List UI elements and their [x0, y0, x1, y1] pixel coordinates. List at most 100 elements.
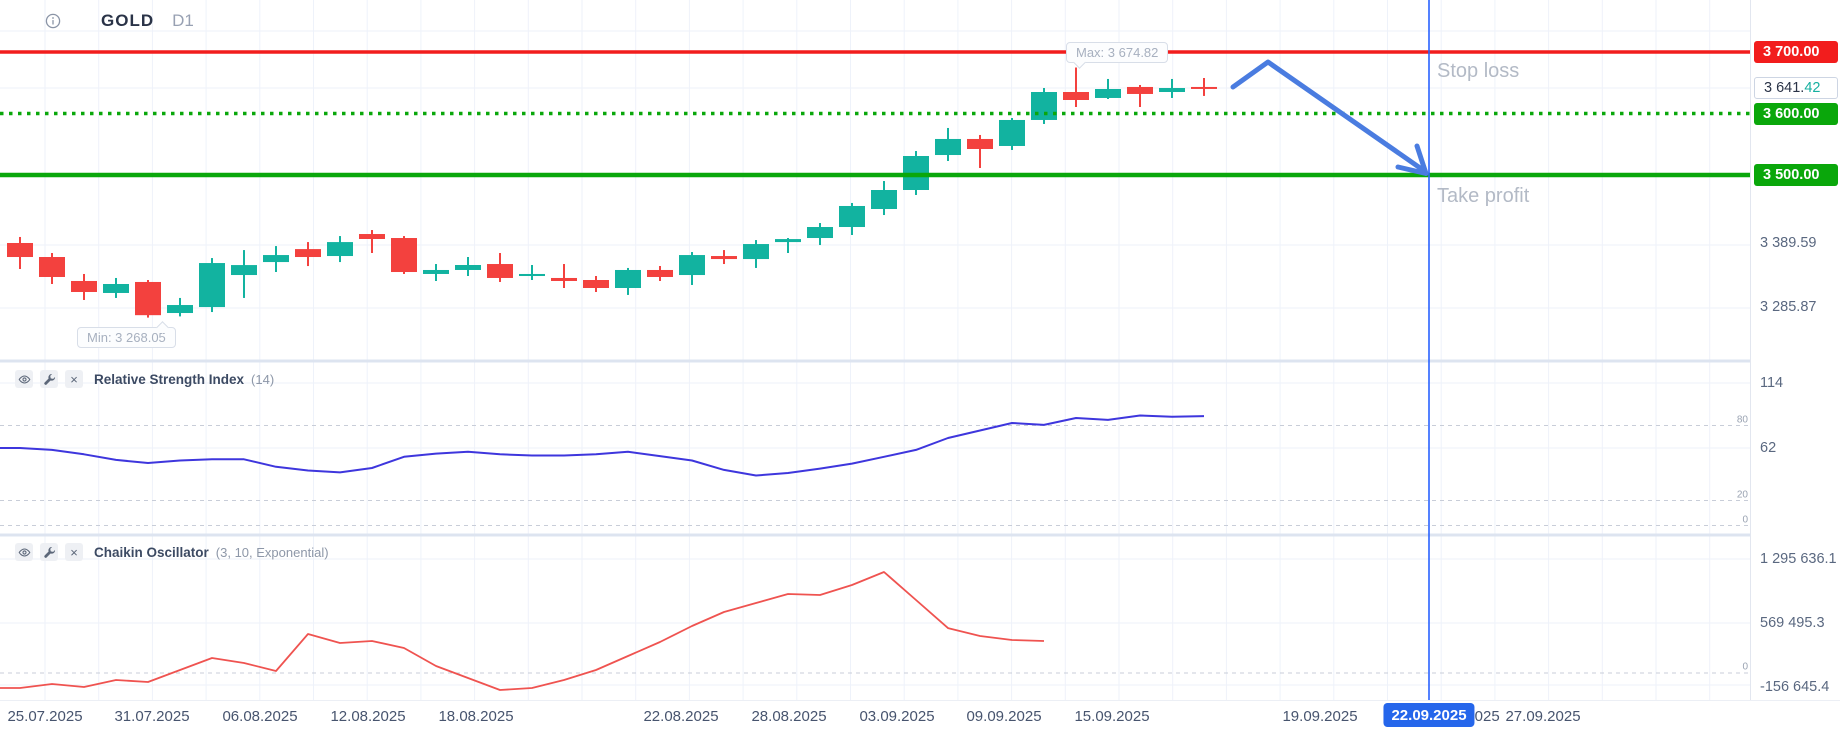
date-label: 19.09.2025	[1282, 708, 1358, 725]
candle	[487, 264, 513, 278]
current-price-int: 3 641.	[1764, 80, 1805, 97]
price-axis[interactable]: 3 700.00 3 641. 42 3 600.00 3 500.00 3 389.59…	[1750, 0, 1840, 738]
candle	[423, 269, 449, 274]
date-label: 09.09.2025	[966, 708, 1042, 725]
candle	[583, 280, 609, 288]
candle	[199, 263, 225, 308]
candle	[679, 255, 705, 276]
candle	[551, 277, 577, 281]
date-label: 22.08.2025	[643, 708, 719, 725]
candle	[743, 244, 769, 260]
candles-layer	[7, 67, 1217, 318]
chaikin-axis-label: 569 495.3	[1760, 614, 1825, 631]
date-label: 15.09.2025	[1074, 708, 1150, 725]
rsi-remove-button[interactable]: ×	[65, 370, 83, 388]
price-axis-label: 3 389.59	[1760, 234, 1817, 251]
rsi-settings-button[interactable]	[40, 370, 58, 388]
date-label: 06.08.2025	[222, 708, 298, 725]
close-icon: ×	[70, 371, 78, 387]
date-label: 27.09.2025	[1505, 708, 1581, 725]
price-axis-label: 3 285.87	[1760, 298, 1817, 315]
eye-icon	[18, 547, 30, 557]
candle	[135, 281, 161, 316]
candle	[1191, 86, 1217, 89]
rsi-axis-label: 114	[1760, 375, 1784, 391]
candle	[775, 239, 801, 243]
rsi-params: (14)	[251, 371, 275, 387]
date-label: 31.07.2025	[114, 708, 190, 725]
take-profit-text: Take profit	[1437, 185, 1530, 207]
chaikin-params: (3, 10, Exponential)	[215, 544, 329, 560]
arrow-drawing[interactable]	[1230, 59, 1429, 176]
rsi-visibility-button[interactable]	[15, 370, 33, 388]
candle	[935, 138, 961, 156]
chaikin-settings-button[interactable]	[40, 543, 58, 561]
rsi-level-label: 20	[1736, 489, 1748, 500]
candle	[263, 255, 289, 263]
chaikin-level-label: 0	[1742, 661, 1748, 673]
date-label: 25.07.2025	[7, 708, 83, 725]
eye-icon	[18, 374, 30, 384]
chaikin-axis-label: -156 645.4	[1760, 678, 1830, 695]
candle	[839, 205, 865, 228]
rsi-pane-header: × Relative Strength Index (14)	[15, 370, 274, 388]
stop-loss-text: Stop loss	[1437, 60, 1520, 82]
candle	[615, 269, 641, 288]
candle	[1159, 88, 1185, 93]
date-label: 03.09.2025	[859, 708, 935, 725]
pane-separator[interactable]	[0, 533, 1840, 537]
date-label: 18.08.2025	[438, 708, 514, 725]
rsi-level-label: 80	[1736, 414, 1748, 425]
time-axis[interactable]: 22.09.2025 2025 25.07.2025 31.07.2025 06.0…	[0, 700, 1840, 738]
info-icon[interactable]	[45, 13, 61, 29]
candle	[327, 242, 353, 257]
candle	[807, 227, 833, 239]
indicator-level-lines	[0, 425, 1748, 674]
candle	[1063, 92, 1089, 100]
min-price-tooltip: Min: 3 268.05	[77, 321, 176, 348]
symbol-name: GOLD	[101, 11, 155, 30]
candle	[455, 265, 481, 270]
candle	[647, 269, 673, 277]
rsi-axis-label: 62	[1760, 440, 1777, 456]
chaikin-pane-header: × Chaikin Oscillator (3, 10, Exponential…	[15, 543, 329, 561]
grid-layer	[0, 0, 1750, 700]
take-profit-price-pill: 3 500.00	[1754, 164, 1838, 186]
candle	[71, 280, 97, 292]
close-icon: ×	[70, 544, 78, 560]
selected-date-pill: 22.09.2025	[1383, 703, 1475, 727]
rsi-level-label: 0	[1742, 514, 1748, 525]
candle	[359, 234, 385, 239]
max-price-tooltip-text: Max: 3 674.82	[1076, 45, 1159, 60]
pane-separator[interactable]	[0, 359, 1840, 363]
candle	[39, 257, 65, 277]
candle	[999, 119, 1025, 146]
current-price-dec: 42	[1804, 80, 1821, 97]
date-label: 28.08.2025	[751, 708, 827, 725]
current-price-pill: 3 641. 42	[1754, 77, 1838, 100]
stop-loss-price-pill: 3 700.00	[1754, 41, 1838, 64]
chaikin-visibility-button[interactable]	[15, 543, 33, 561]
chaikin-remove-button[interactable]: ×	[65, 543, 83, 561]
candle	[1095, 88, 1121, 98]
rsi-title: Relative Strength Index	[94, 371, 245, 387]
candle	[1031, 92, 1057, 120]
candle	[7, 242, 33, 258]
candle	[871, 190, 897, 209]
symbol-header: GOLD D1	[45, 11, 194, 31]
entry-price-pill: 3 600.00	[1754, 102, 1838, 125]
wrench-icon	[43, 373, 55, 385]
chaikin-axis-label: 1 295 636.1	[1760, 550, 1837, 567]
candle	[391, 238, 417, 273]
rsi-line	[0, 414, 1205, 477]
min-price-tooltip-text: Min: 3 268.05	[87, 330, 166, 345]
candle	[711, 256, 737, 260]
candle	[967, 138, 993, 149]
symbol-timeframe: D1	[172, 11, 194, 30]
max-price-tooltip: Max: 3 674.82	[1066, 42, 1169, 69]
chaikin-line	[0, 571, 1045, 691]
wrench-icon	[43, 546, 55, 558]
candle	[231, 265, 257, 276]
